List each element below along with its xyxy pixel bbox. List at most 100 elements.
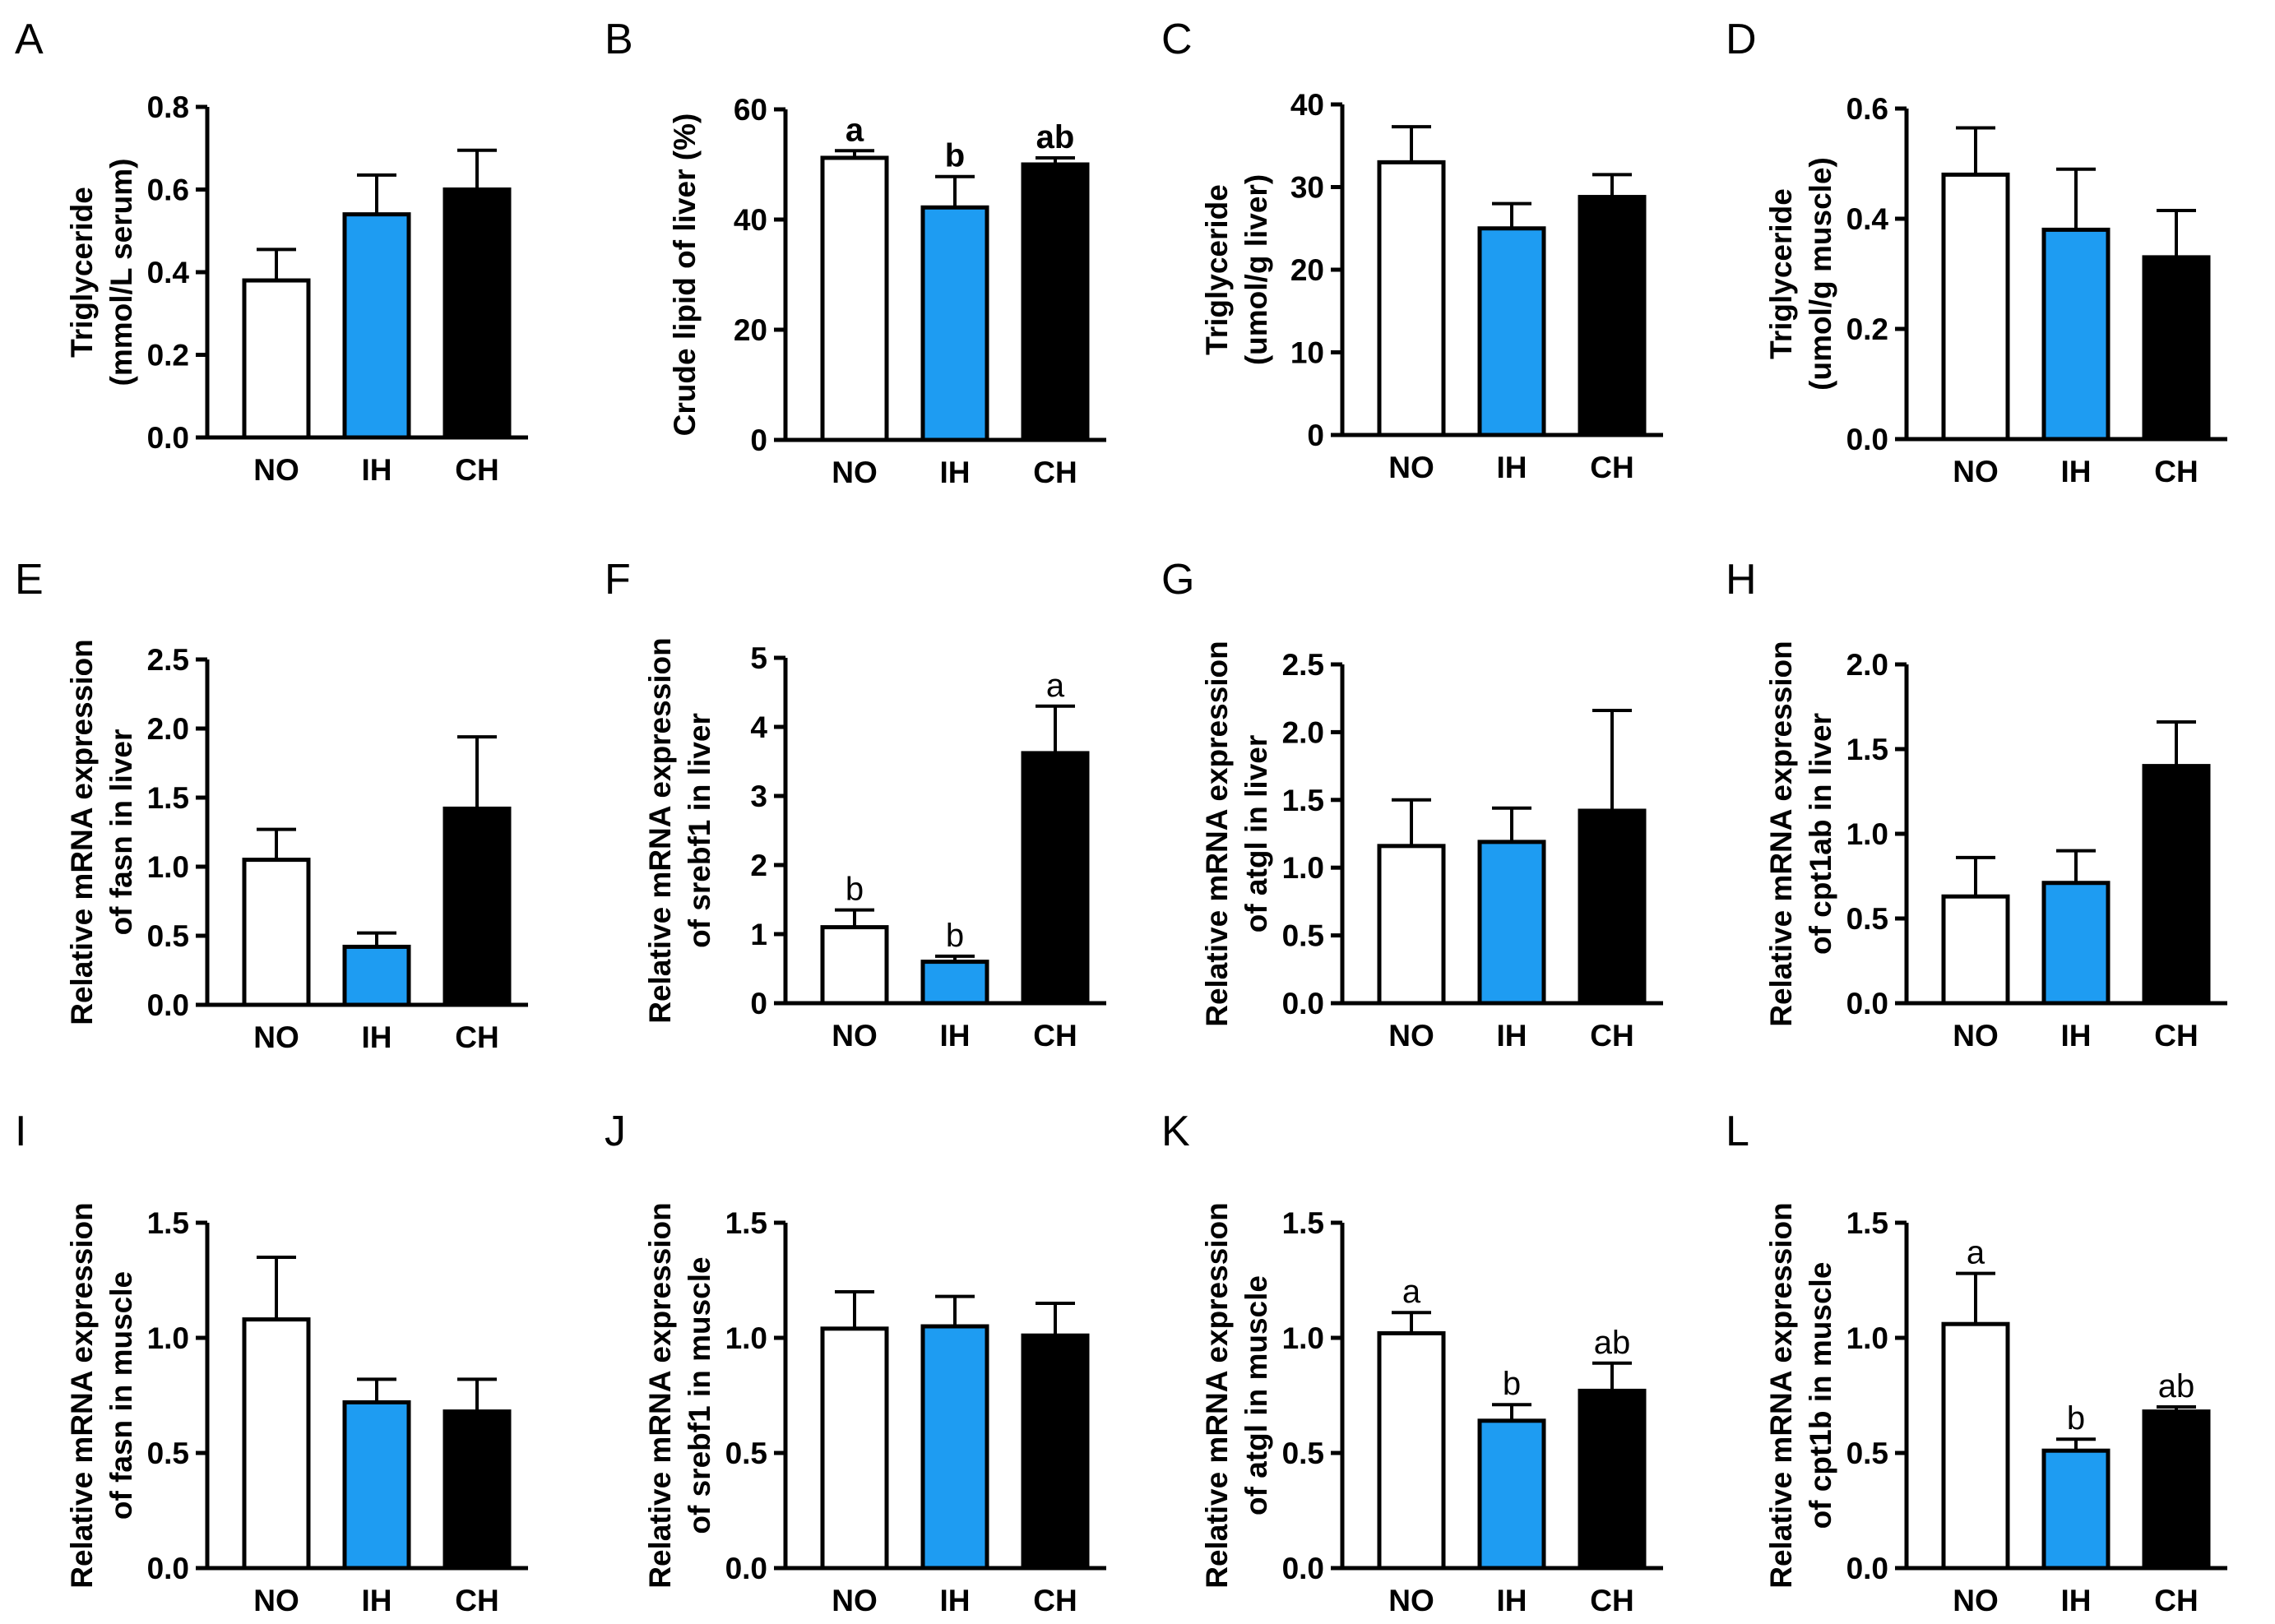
y-axis-label: Triglyceride (1764, 188, 1798, 359)
y-axis-label: Relative mRNA expression (1764, 641, 1798, 1027)
bar-ch (2142, 1409, 2211, 1571)
x-tick-label: CH (1033, 456, 1077, 489)
x-tick-label: NO (1953, 1584, 1999, 1617)
panel-d: D 0.0 0.2 0.4 0.6 Triglyceride (umol/g muscle)… (1726, 16, 2227, 488)
panel-f: F 0 1 2 3 4 5 Relative mRNA expression of srebf1… (605, 556, 1106, 1053)
x-tick-label: CH (2154, 1584, 2198, 1617)
y-axis-label: Relative mRNA expression (1200, 641, 1234, 1027)
panel-letter: B (605, 16, 633, 63)
bar-ih (1477, 840, 1546, 1006)
panel-letter: C (1161, 16, 1193, 63)
y-axis-label: Triglyceride (1200, 184, 1234, 355)
x-tick-label: NO (1388, 1019, 1434, 1053)
y-tick-label: 0.5 (1846, 1437, 1888, 1470)
x-tick-label: IH (1497, 451, 1527, 484)
x-tick-label: NO (1953, 1019, 1999, 1053)
y-tick-label: 1.0 (1282, 851, 1324, 885)
bar-ch (1578, 808, 1647, 1006)
y-tick-label: 2.0 (147, 712, 189, 746)
bar-ch (2142, 764, 2211, 1006)
panel-letter: L (1726, 1108, 1749, 1155)
bar-ih (1477, 226, 1546, 437)
x-tick-label: CH (455, 1020, 498, 1054)
significance-letter: ab (2158, 1368, 2195, 1404)
significance-letter: a (1402, 1274, 1421, 1310)
bar-no (820, 155, 889, 442)
y-tick-label: 0.2 (147, 339, 189, 372)
y-tick-label: 0.0 (1846, 987, 1888, 1020)
y-tick-label: 40 (1290, 88, 1324, 122)
bar-ih (920, 960, 989, 1006)
y-axis-label: of fasn in liver (104, 729, 138, 936)
y-axis-label: Triglyceride (65, 187, 99, 358)
bar-ch (1021, 1333, 1090, 1571)
bar-no (1377, 844, 1446, 1006)
y-tick-label: 1.5 (1282, 784, 1324, 817)
y-axis-label: Relative mRNA expression (1764, 1202, 1798, 1589)
y-tick-label: 20 (1290, 253, 1324, 287)
y-tick-label: 1.0 (147, 1321, 189, 1355)
y-tick-label: 0.0 (147, 1552, 189, 1585)
significance-letter: ab (1036, 119, 1075, 155)
panel-k: K 0.0 0.5 1.0 1.5 Relative mRNA expression of … (1161, 1108, 1663, 1617)
y-axis-label: Relative mRNA expression (643, 1202, 677, 1589)
y-tick-label: 0.4 (1846, 202, 1889, 236)
y-axis-label: of srebf1 in muscle (683, 1256, 716, 1534)
y-tick-label: 0.0 (725, 1552, 767, 1585)
x-tick-label: IH (940, 1584, 971, 1617)
y-tick-label: 3 (750, 780, 767, 813)
bar-ih (920, 1324, 989, 1571)
bar-ch (1578, 195, 1647, 437)
x-tick-label: CH (1590, 451, 1633, 484)
y-tick-label: 5 (750, 641, 767, 675)
significance-letter: b (846, 872, 864, 908)
panel-e: E 0.0 0.5 1.0 1.5 2.0 2.5 Relative mRNA express… (15, 556, 528, 1054)
x-tick-label: CH (2154, 455, 2198, 488)
bar-ih (1477, 1418, 1546, 1571)
y-tick-label: 1.5 (147, 781, 189, 815)
x-tick-label: NO (253, 453, 299, 487)
x-tick-label: NO (1388, 1584, 1434, 1617)
y-axis-label: (umol/g liver) (1239, 174, 1273, 365)
significance-letter: a (846, 112, 864, 148)
bar-no (242, 1317, 311, 1571)
y-tick-label: 0.0 (1282, 1552, 1324, 1585)
y-tick-label: 0.5 (1282, 919, 1324, 953)
x-tick-label: IH (1497, 1584, 1527, 1617)
y-tick-label: 2.5 (1282, 648, 1324, 682)
bar-no (1377, 1330, 1446, 1571)
panel-c: C 0 10 20 30 40 Triglyceride (umol/g liver) NO IH… (1161, 16, 1663, 484)
x-tick-label: NO (832, 1019, 878, 1053)
x-tick-label: CH (1033, 1584, 1077, 1617)
bar-ch (1578, 1388, 1647, 1571)
y-tick-label: 40 (734, 203, 767, 237)
y-tick-label: 0 (1307, 419, 1324, 452)
x-tick-label: NO (253, 1020, 299, 1054)
bar-ih (2041, 227, 2111, 442)
y-tick-label: 0.0 (147, 988, 189, 1022)
y-tick-label: 0.5 (1846, 902, 1888, 936)
bar-ch (1021, 751, 1090, 1006)
bar-no (820, 1326, 889, 1571)
y-axis-label: Relative mRNA expression (643, 637, 677, 1024)
bar-ih (342, 212, 411, 440)
bar-ih (342, 944, 411, 1007)
x-tick-label: IH (362, 1584, 392, 1617)
y-tick-label: 1.0 (1846, 817, 1888, 851)
y-tick-label: 0.0 (1282, 987, 1324, 1020)
y-tick-label: 20 (734, 313, 767, 347)
x-tick-label: IH (940, 456, 971, 489)
y-tick-label: 30 (1290, 171, 1324, 205)
significance-letter: b (2067, 1400, 2085, 1437)
bar-ih (920, 205, 989, 442)
y-tick-label: 0 (750, 423, 767, 457)
panel-i: I 0.0 0.5 1.0 1.5 Relative mRNA expression of … (15, 1108, 528, 1617)
x-tick-label: CH (455, 1584, 498, 1617)
y-axis-label: Relative mRNA expression (65, 1202, 99, 1589)
x-tick-label: CH (1590, 1019, 1633, 1053)
panel-h: H 0.0 0.5 1.0 1.5 2.0 Relative mRNA expression… (1726, 556, 2227, 1053)
significance-letter: b (946, 918, 964, 954)
y-tick-label: 1.0 (725, 1321, 767, 1355)
x-tick-label: IH (362, 453, 392, 487)
